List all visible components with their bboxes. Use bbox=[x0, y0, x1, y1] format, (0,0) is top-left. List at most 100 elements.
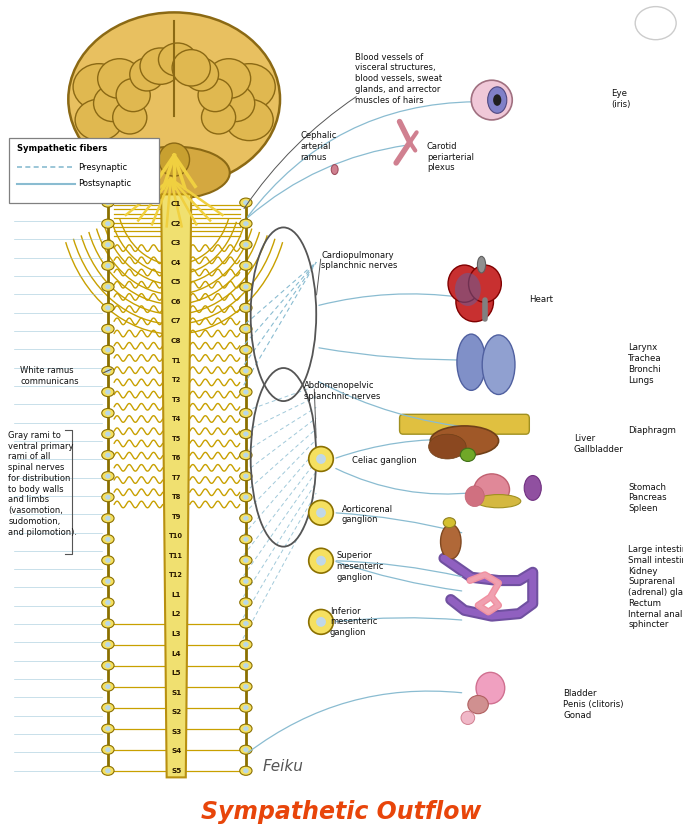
Text: Postsynaptic: Postsynaptic bbox=[79, 179, 132, 188]
Ellipse shape bbox=[105, 726, 111, 731]
Ellipse shape bbox=[465, 485, 484, 506]
Ellipse shape bbox=[493, 94, 501, 106]
Ellipse shape bbox=[105, 600, 111, 605]
Ellipse shape bbox=[243, 284, 249, 289]
Ellipse shape bbox=[102, 282, 114, 291]
Ellipse shape bbox=[331, 165, 338, 174]
Ellipse shape bbox=[243, 516, 249, 521]
Ellipse shape bbox=[102, 324, 114, 333]
Ellipse shape bbox=[243, 642, 249, 647]
Ellipse shape bbox=[223, 64, 275, 110]
Ellipse shape bbox=[476, 672, 505, 704]
Ellipse shape bbox=[102, 514, 114, 523]
Ellipse shape bbox=[316, 508, 326, 518]
Text: Stomach
Pancreas
Spleen: Stomach Pancreas Spleen bbox=[628, 483, 667, 513]
Ellipse shape bbox=[105, 495, 111, 500]
Ellipse shape bbox=[240, 493, 252, 502]
Text: S2: S2 bbox=[171, 710, 182, 715]
Ellipse shape bbox=[68, 12, 280, 186]
Ellipse shape bbox=[457, 334, 486, 390]
Ellipse shape bbox=[102, 346, 114, 355]
Ellipse shape bbox=[105, 642, 111, 647]
Ellipse shape bbox=[158, 43, 197, 76]
Ellipse shape bbox=[105, 284, 111, 289]
Ellipse shape bbox=[316, 556, 326, 566]
Ellipse shape bbox=[240, 682, 252, 691]
Ellipse shape bbox=[309, 500, 333, 525]
Ellipse shape bbox=[201, 101, 236, 134]
FancyBboxPatch shape bbox=[400, 414, 529, 434]
Ellipse shape bbox=[243, 558, 249, 563]
Ellipse shape bbox=[105, 748, 111, 753]
Ellipse shape bbox=[102, 724, 114, 734]
Ellipse shape bbox=[240, 598, 252, 607]
Ellipse shape bbox=[474, 474, 510, 505]
Ellipse shape bbox=[243, 452, 249, 457]
Ellipse shape bbox=[243, 305, 249, 310]
Ellipse shape bbox=[225, 99, 273, 141]
Text: T7: T7 bbox=[171, 475, 181, 480]
Ellipse shape bbox=[243, 242, 249, 247]
Ellipse shape bbox=[240, 640, 252, 649]
Ellipse shape bbox=[105, 452, 111, 457]
Ellipse shape bbox=[75, 99, 123, 141]
Ellipse shape bbox=[243, 537, 249, 542]
Text: C3: C3 bbox=[171, 241, 182, 246]
Ellipse shape bbox=[73, 64, 125, 110]
Ellipse shape bbox=[240, 745, 252, 754]
Text: T10: T10 bbox=[169, 533, 183, 539]
Ellipse shape bbox=[240, 619, 252, 628]
Ellipse shape bbox=[102, 409, 114, 418]
Ellipse shape bbox=[316, 454, 326, 464]
Ellipse shape bbox=[105, 474, 111, 479]
Ellipse shape bbox=[316, 617, 326, 627]
Text: L5: L5 bbox=[171, 670, 181, 676]
Ellipse shape bbox=[461, 711, 475, 724]
Text: T9: T9 bbox=[171, 514, 181, 520]
Text: C7: C7 bbox=[171, 318, 182, 324]
Text: T1: T1 bbox=[171, 357, 181, 364]
Ellipse shape bbox=[102, 535, 114, 544]
Text: S1: S1 bbox=[171, 690, 182, 696]
Ellipse shape bbox=[184, 58, 219, 91]
Ellipse shape bbox=[102, 766, 114, 776]
Text: Larynx
Trachea
Bronchi
Lungs: Larynx Trachea Bronchi Lungs bbox=[628, 343, 662, 385]
Ellipse shape bbox=[240, 703, 252, 712]
Ellipse shape bbox=[471, 80, 512, 120]
Ellipse shape bbox=[240, 577, 252, 586]
Text: S4: S4 bbox=[171, 748, 182, 754]
Text: Cephalic
arterial
ramus: Cephalic arterial ramus bbox=[301, 131, 337, 161]
Ellipse shape bbox=[102, 661, 114, 670]
Text: C5: C5 bbox=[171, 280, 182, 285]
Ellipse shape bbox=[172, 50, 210, 86]
Ellipse shape bbox=[102, 556, 114, 565]
Ellipse shape bbox=[243, 621, 249, 626]
Ellipse shape bbox=[240, 409, 252, 418]
Text: Heart: Heart bbox=[529, 295, 553, 304]
Ellipse shape bbox=[243, 474, 249, 479]
Ellipse shape bbox=[443, 518, 456, 528]
Ellipse shape bbox=[240, 514, 252, 523]
Ellipse shape bbox=[105, 200, 111, 205]
Ellipse shape bbox=[102, 640, 114, 649]
Text: Aorticorenal
ganglion: Aorticorenal ganglion bbox=[342, 504, 393, 524]
Ellipse shape bbox=[102, 577, 114, 586]
Ellipse shape bbox=[102, 366, 114, 375]
Ellipse shape bbox=[488, 87, 507, 113]
Text: L3: L3 bbox=[171, 631, 181, 637]
Ellipse shape bbox=[456, 282, 493, 322]
Text: T3: T3 bbox=[171, 397, 181, 403]
Text: L1: L1 bbox=[171, 592, 181, 598]
Ellipse shape bbox=[105, 768, 111, 773]
FancyBboxPatch shape bbox=[9, 138, 159, 203]
Ellipse shape bbox=[102, 598, 114, 607]
Text: T12: T12 bbox=[169, 572, 183, 578]
Ellipse shape bbox=[105, 663, 111, 668]
Ellipse shape bbox=[309, 609, 333, 634]
Ellipse shape bbox=[243, 663, 249, 668]
Ellipse shape bbox=[240, 324, 252, 333]
Ellipse shape bbox=[430, 426, 499, 456]
Ellipse shape bbox=[98, 59, 141, 98]
Ellipse shape bbox=[105, 579, 111, 584]
Ellipse shape bbox=[240, 219, 252, 228]
